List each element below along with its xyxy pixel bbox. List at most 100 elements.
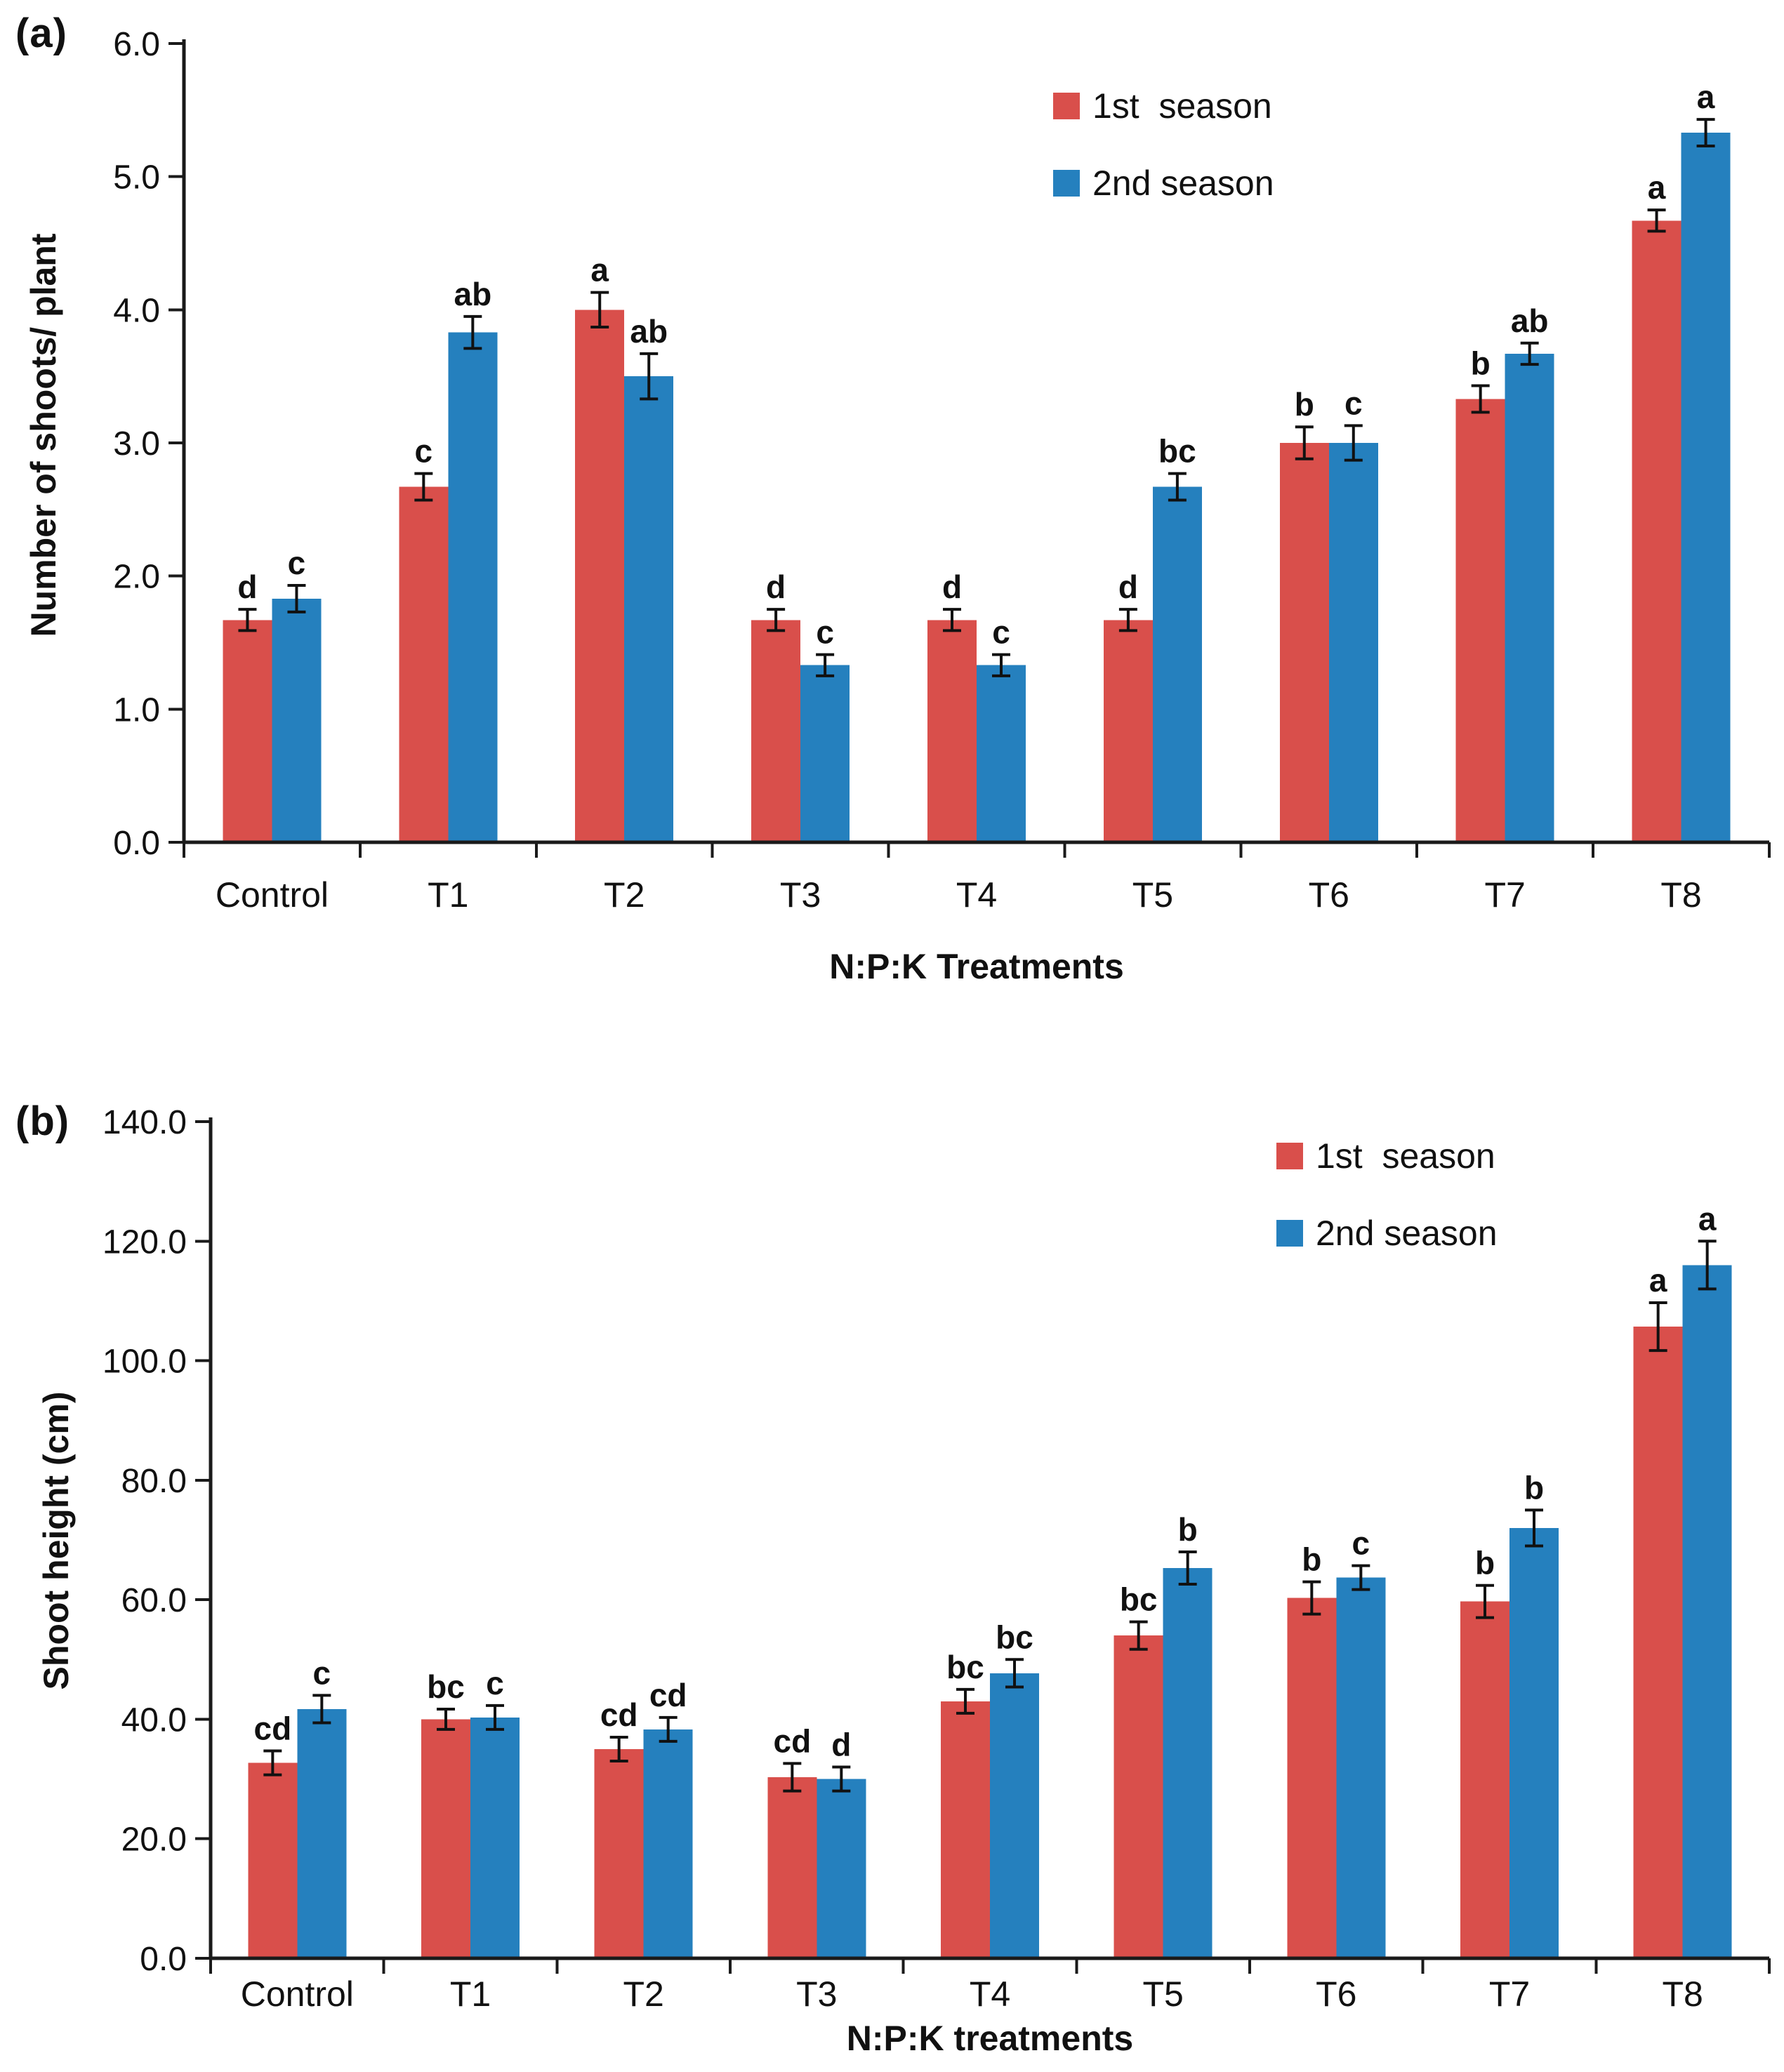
legend-label-second-season: 2nd season [1316, 1214, 1498, 1253]
legend-item-second-season: 2nd season [1276, 1213, 1498, 1254]
bar-season2 [800, 665, 850, 842]
bar-season1 [248, 1762, 298, 1958]
bar-season2 [977, 665, 1026, 842]
panel-b-y-axis-title: Shoot height (cm) [37, 1391, 76, 1690]
significance-letter: ab [1511, 303, 1549, 339]
significance-letter: bc [1120, 1581, 1158, 1618]
category-label: T5 [1142, 1974, 1183, 2014]
bar-season2 [1328, 443, 1378, 842]
significance-letter: bc [946, 1649, 984, 1685]
significance-letter: d [1118, 569, 1138, 605]
significance-letter: cd [253, 1711, 291, 1747]
category-label: T7 [1484, 875, 1525, 915]
first-season-swatch-icon [1053, 93, 1080, 119]
significance-letter: c [816, 614, 834, 651]
bar-season2 [1681, 133, 1731, 842]
significance-letter: d [766, 569, 786, 605]
significance-letter: c [486, 1665, 504, 1701]
y-tick-label: 80.0 [121, 1463, 187, 1500]
significance-letter: c [1352, 1525, 1370, 1562]
significance-letter: c [992, 614, 1010, 651]
category-label: T8 [1662, 1974, 1703, 2014]
panel-a-label: (a) [15, 11, 67, 56]
category-label: T1 [450, 1974, 491, 2014]
category-label: T7 [1489, 1974, 1530, 2014]
category-label: T3 [796, 1974, 837, 2014]
y-tick-label: 140.0 [103, 1104, 187, 1141]
significance-letter: b [1295, 386, 1314, 423]
significance-letter: b [1471, 345, 1491, 381]
significance-letter: cd [773, 1722, 811, 1759]
significance-letter: a [590, 252, 609, 288]
bar-season1 [767, 1777, 817, 1958]
significance-letter: bc [427, 1668, 465, 1705]
bar-season1 [1279, 443, 1329, 842]
category-label: T5 [1132, 875, 1173, 915]
category-label: T2 [623, 1974, 663, 2014]
second-season-swatch-icon [1276, 1220, 1303, 1247]
bar-season2 [1152, 486, 1202, 842]
bar-season1 [1455, 399, 1505, 842]
bar-season2 [1505, 353, 1554, 842]
legend-item-second-season: 2nd season [1053, 163, 1274, 204]
category-label: Control [241, 1974, 354, 2014]
significance-letter: d [237, 569, 257, 605]
panel-b-label: (b) [15, 1098, 70, 1144]
panel-a: d c Control c ab T1 a ab T2 d c T3 d c T4 d bc T5 b c T6 b ab T… [0, 0, 1784, 1025]
bar-season1 [223, 620, 272, 842]
significance-letter: b [1302, 1541, 1321, 1578]
significance-letter: c [288, 545, 306, 581]
legend-label-first-season: 1st season [1092, 86, 1272, 126]
y-tick-label: 0.0 [140, 1941, 187, 1978]
bar-season1 [1633, 1327, 1683, 1958]
category-label: T1 [428, 875, 468, 915]
panel-b: cd c Control bc c T1 cd cd T2 cd d T3 bc bc T4 bc b T5 b c T… [0, 1025, 1784, 2072]
significance-letter: b [1178, 1511, 1198, 1548]
bar-season1 [1287, 1598, 1337, 1958]
y-tick-label: 0.0 [113, 825, 160, 862]
significance-letter: d [942, 569, 962, 605]
category-label: T3 [780, 875, 821, 915]
bar-season1 [927, 620, 977, 842]
significance-letter: c [313, 1654, 331, 1691]
category-label: Control [216, 875, 329, 915]
bar-season1 [1103, 620, 1153, 842]
significance-letter: a [1648, 169, 1666, 206]
category-label: T2 [604, 875, 645, 915]
bar-season1 [1114, 1635, 1163, 1958]
bar-season2 [1163, 1568, 1213, 1958]
significance-letter: d [831, 1727, 851, 1763]
y-tick-label: 1.0 [113, 691, 160, 729]
bar-season2 [817, 1779, 866, 1958]
bar-season2 [448, 332, 498, 842]
bar-season1 [941, 1701, 990, 1958]
bar-season1 [399, 486, 449, 842]
second-season-swatch-icon [1053, 170, 1080, 197]
category-label: T6 [1309, 875, 1349, 915]
significance-letter: ab [630, 313, 668, 350]
y-tick-label: 6.0 [113, 26, 160, 63]
bar-season1 [575, 310, 625, 842]
y-tick-label: 4.0 [113, 292, 160, 329]
significance-letter: cd [649, 1677, 687, 1713]
panel-a-legend: 1st season 2nd season [1053, 86, 1274, 204]
category-label: T8 [1660, 875, 1701, 915]
bar-season2 [1336, 1577, 1386, 1958]
panel-a-x-axis-title: N:P:K Treatments [829, 947, 1124, 986]
significance-letter: cd [600, 1696, 638, 1733]
bar-season2 [1509, 1527, 1559, 1958]
y-tick-label: 120.0 [103, 1223, 187, 1261]
bar-season2 [624, 376, 674, 842]
significance-letter: c [1344, 385, 1363, 421]
y-tick-label: 100.0 [103, 1343, 187, 1381]
bar-season2 [990, 1673, 1039, 1958]
category-label: T4 [970, 1974, 1010, 2014]
significance-letter: bc [996, 1619, 1033, 1655]
legend-item-first-season: 1st season [1276, 1136, 1498, 1176]
first-season-swatch-icon [1276, 1143, 1303, 1169]
y-tick-label: 40.0 [121, 1701, 187, 1739]
bar-season1 [1632, 220, 1681, 842]
